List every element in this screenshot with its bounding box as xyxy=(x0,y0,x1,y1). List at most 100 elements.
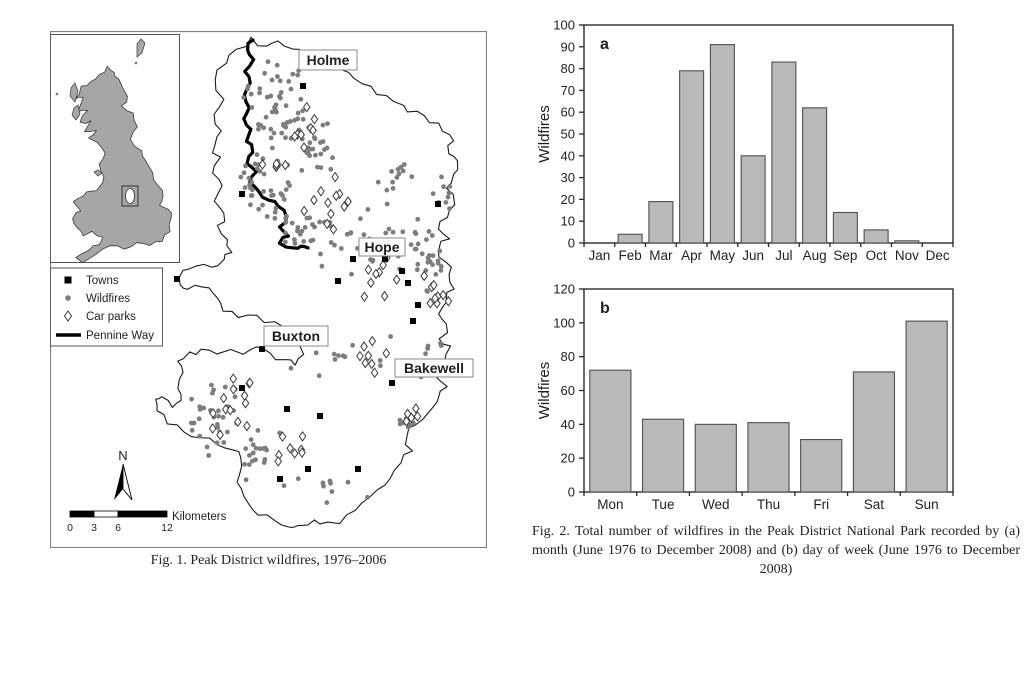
island-shape xyxy=(71,104,81,121)
y-tick-label: 80 xyxy=(561,349,575,364)
wildfire-dot xyxy=(271,130,277,136)
wildfire-dot xyxy=(370,257,376,263)
wildfire-dot xyxy=(264,447,269,453)
wildfire-dot xyxy=(415,241,421,247)
wildfire-dot xyxy=(254,152,260,158)
wildfire-dot xyxy=(256,122,261,127)
wildfire-dot xyxy=(256,206,262,212)
wildfire-dot xyxy=(261,189,266,194)
x-category-label: Mar xyxy=(649,248,673,263)
wildfire-dot xyxy=(263,114,269,120)
wildfire-dot xyxy=(288,365,294,371)
wildfire-dot xyxy=(220,414,226,420)
x-category-label: Wed xyxy=(702,497,730,512)
scale-tick-label: 12 xyxy=(161,522,173,534)
legend-label: Car parks xyxy=(86,311,136,323)
x-category-label: Apr xyxy=(681,248,703,263)
wildfire-dot xyxy=(425,259,431,265)
wildfire-dot xyxy=(447,206,452,212)
bar xyxy=(641,418,685,493)
wildfire-dot xyxy=(320,122,326,128)
wildfire-dot xyxy=(318,165,324,171)
wildfire-dot xyxy=(278,191,284,197)
bar xyxy=(694,423,737,493)
wildfire-dot xyxy=(290,71,296,77)
wildfire-dot xyxy=(275,74,280,79)
town-square xyxy=(305,466,311,472)
wildfire-dot xyxy=(250,450,256,456)
wildfire-dot xyxy=(209,382,214,388)
wildfire-dot xyxy=(191,420,197,426)
bar xyxy=(802,107,828,244)
wildfire-dot xyxy=(438,343,444,348)
wildfire-dot xyxy=(395,166,401,172)
car-park-diamond xyxy=(281,159,290,171)
car-park-diamond xyxy=(272,158,281,170)
car-park-diamond xyxy=(368,335,377,347)
car-park-diamond xyxy=(302,101,311,113)
wildfire-dot xyxy=(283,103,289,109)
scale-tick-label: 0 xyxy=(67,522,73,534)
wildfire-dot xyxy=(425,255,431,261)
label-text: Buxton xyxy=(272,328,320,344)
bar xyxy=(894,240,920,244)
town-square xyxy=(239,385,245,391)
car-park-diamond xyxy=(413,411,422,422)
bar xyxy=(740,155,766,244)
x-category-label: Nov xyxy=(895,248,919,263)
y-axis-title: Wildfires xyxy=(536,362,553,420)
car-park-diamond xyxy=(229,373,238,384)
car-park-diamond xyxy=(382,347,391,359)
wildfire-dot xyxy=(332,357,338,362)
wildfire-dot xyxy=(318,251,323,257)
wildfire-dot xyxy=(281,483,287,489)
car-park-diamond xyxy=(344,196,352,207)
wildfire-dot xyxy=(216,408,221,414)
wildfire-dot xyxy=(249,179,255,185)
car-park-diamond xyxy=(274,456,283,467)
wildfire-dot xyxy=(261,171,267,177)
y-tick-label: 10 xyxy=(561,214,575,229)
wildfire-dot xyxy=(365,494,370,500)
wildfire-dot xyxy=(283,220,289,225)
car-park-diamond xyxy=(380,290,389,302)
car-park-diamond xyxy=(298,447,306,459)
wildfire-dot xyxy=(390,179,395,185)
wildfire-dot xyxy=(419,251,425,257)
wildfire-dot xyxy=(313,152,318,158)
bar xyxy=(747,422,790,493)
wildfire-dot xyxy=(281,121,286,127)
car-park-diamond xyxy=(364,264,373,275)
y-tick-label: 100 xyxy=(553,18,575,33)
wildfire-dot xyxy=(345,479,351,485)
wildfire-dot xyxy=(264,94,270,100)
wildfire-dot xyxy=(253,445,259,451)
x-category-label: Thu xyxy=(757,497,780,512)
wildfire-dot xyxy=(286,79,292,84)
wildfire-dot xyxy=(216,413,221,419)
wildfire-dot xyxy=(321,483,326,489)
wildfire-dot xyxy=(279,130,285,136)
wildfire-dot xyxy=(445,194,451,200)
island-dot xyxy=(134,61,138,65)
town-square xyxy=(239,191,245,197)
wildfire-dot xyxy=(415,216,421,222)
wildfire-dot xyxy=(316,373,322,379)
wildfire-dot xyxy=(331,351,337,357)
wildfire-dot xyxy=(424,288,430,294)
car-park-diamond xyxy=(431,293,439,304)
car-park-diamond xyxy=(412,403,420,414)
x-category-label: Mon xyxy=(597,497,623,512)
scale-tick-label: 6 xyxy=(115,522,121,534)
wildfire-dot xyxy=(189,396,195,402)
scale-unit-label: Kilometers xyxy=(172,511,227,523)
car-park-diamond xyxy=(278,431,287,442)
wildfire-dot xyxy=(274,109,279,115)
wildfire-dot xyxy=(358,216,363,222)
legend-label: Towns xyxy=(86,275,119,287)
wildfire-dot xyxy=(272,105,277,110)
wildfire-dot xyxy=(325,121,330,126)
wildfire-dot xyxy=(295,225,301,230)
wildfire-dot xyxy=(426,229,432,234)
